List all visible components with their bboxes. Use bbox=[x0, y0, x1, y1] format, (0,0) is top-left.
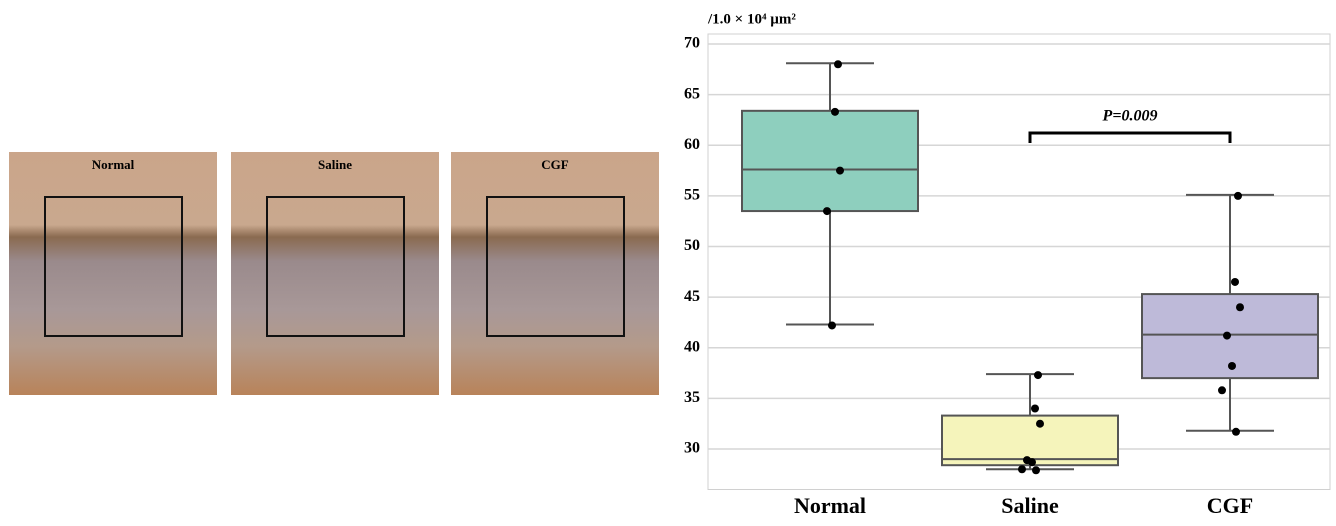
micrograph bbox=[451, 152, 659, 395]
micrograph bbox=[9, 152, 217, 395]
plot-frame bbox=[707, 33, 1331, 490]
panel-label: CGF bbox=[541, 157, 569, 172]
data-point bbox=[1223, 331, 1231, 340]
data-point bbox=[1034, 371, 1042, 380]
data-point bbox=[1032, 466, 1040, 475]
y-tick-label: 50 bbox=[684, 237, 700, 254]
y-tick-label: 30 bbox=[684, 440, 700, 457]
data-point bbox=[834, 60, 842, 69]
y-tick-label: 40 bbox=[684, 338, 700, 355]
region-box bbox=[486, 196, 625, 337]
y-tick-label: 65 bbox=[684, 85, 700, 102]
data-point bbox=[1234, 191, 1242, 200]
box bbox=[941, 414, 1119, 467]
x-tick-label: Normal bbox=[794, 493, 866, 518]
micrograph-panels: Normal Saline CGF bbox=[9, 152, 659, 395]
data-point bbox=[1031, 404, 1039, 413]
region-box bbox=[266, 196, 405, 337]
data-point bbox=[1231, 277, 1239, 286]
data-point bbox=[1218, 386, 1226, 395]
data-point bbox=[1228, 361, 1236, 370]
y-tick-label: 45 bbox=[684, 288, 700, 305]
data-point bbox=[1028, 458, 1036, 467]
data-point bbox=[828, 321, 836, 330]
y-axis-unit: /1.0 × 10⁴ µm² bbox=[707, 11, 796, 27]
significance-label: P=0.009 bbox=[1102, 108, 1158, 125]
y-tick-label: 60 bbox=[684, 136, 700, 153]
data-point bbox=[836, 166, 844, 175]
data-point bbox=[1236, 303, 1244, 312]
micrograph bbox=[231, 152, 439, 395]
significance-bracket bbox=[1028, 131, 1232, 143]
data-point bbox=[823, 207, 831, 216]
box-chart: /1.0 × 10⁴ µm² 30 35 40 45 50 55 60 65 70 Normal S… bbox=[684, 11, 1331, 518]
box bbox=[741, 109, 919, 213]
data-point bbox=[1232, 427, 1240, 436]
x-tick-label: Saline bbox=[1001, 493, 1059, 518]
y-tick-label: 35 bbox=[684, 389, 700, 406]
y-tick-label: 70 bbox=[684, 35, 700, 52]
data-point bbox=[831, 107, 839, 116]
panel-label: Normal bbox=[92, 157, 135, 172]
y-tick-label: 55 bbox=[684, 187, 700, 204]
panel-label: Saline bbox=[318, 157, 352, 172]
region-box bbox=[44, 196, 183, 337]
data-point bbox=[1018, 465, 1026, 474]
data-point bbox=[1036, 419, 1044, 428]
x-tick-label: CGF bbox=[1207, 493, 1253, 518]
